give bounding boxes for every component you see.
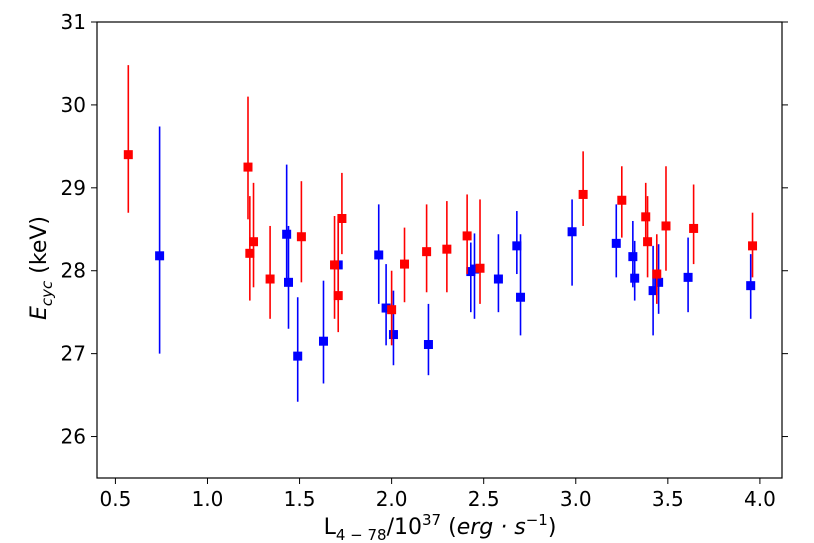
data-point [374,250,384,260]
data-series-0 [155,126,756,402]
data-point [475,263,485,273]
data-point [630,273,640,283]
x-label-close: ) [548,515,557,540]
data-point [330,260,340,270]
data-point [400,259,410,269]
data-point [388,330,398,340]
y-tick-label: 31 [61,10,86,34]
data-point [652,269,662,279]
data-point [155,251,165,261]
data-point [689,223,699,233]
data-point [661,221,671,231]
x-tick-label: 3.0 [560,487,592,511]
y-label-sub: cyc [38,280,56,306]
y-tick-label: 29 [61,176,86,200]
data-point [512,241,522,251]
x-label-exp: 37 [422,511,441,529]
data-point [293,351,303,361]
series-layer [123,65,758,402]
data-point [617,195,627,205]
data-point [648,286,658,296]
x-tick-label: 1.5 [284,487,316,511]
data-point [245,248,255,258]
data-point [381,303,391,313]
x-label-unit-exp: −1 [526,511,548,529]
data-point [333,291,343,301]
x-tick-label: 2.5 [468,487,500,511]
data-point [423,340,433,350]
x-label-scale: /10 [387,515,422,540]
data-series-1 [123,65,758,346]
x-axis-ticks: 0.5 1.0 1.5 2.0 2.5 3.0 3.5 4.0 [100,478,776,511]
data-point [265,274,275,284]
x-axis-label: L4 − 78/1037 (erg · s−1) [324,511,557,543]
data-point [318,336,328,346]
plot-frame [96,21,783,479]
x-tick-label: 4.0 [744,487,776,511]
data-point [628,252,638,262]
data-point [641,212,651,222]
data-point [422,247,432,257]
x-tick-label: 1.0 [192,487,224,511]
data-point [683,272,693,282]
data-point [282,229,292,239]
data-point [243,162,253,172]
data-point [746,281,756,291]
y-axis-label: Ecyc (keV) [27,216,56,320]
data-point [469,264,479,274]
data-point [493,274,503,284]
data-point [387,305,397,315]
data-point [123,150,133,160]
x-tick-label: 2.0 [376,487,408,511]
data-point [442,244,452,254]
x-label-open: ( [441,515,457,540]
y-axis-ticks: 26 27 28 29 30 31 [61,10,788,449]
y-tick-label: 26 [61,425,86,449]
data-point [748,241,758,251]
x-tick-label: 3.5 [652,487,684,511]
data-point [462,231,472,241]
x-tick-label: 0.5 [100,487,132,511]
y-tick-label: 30 [61,93,86,117]
x-label-sub: 4 − 78 [336,526,387,543]
y-tick-label: 27 [61,342,86,366]
y-tick-label: 28 [61,259,86,283]
data-point [567,227,577,237]
data-point [578,189,588,199]
data-point [654,277,664,287]
data-point [296,232,306,242]
y-label-main: E [27,306,52,320]
x-label-main: L [324,515,337,540]
y-label-unit: (keV) [27,216,52,281]
data-point [337,213,347,223]
data-point [611,238,621,248]
data-point [643,237,653,247]
data-point [516,292,526,302]
data-point [249,237,259,247]
data-point [284,277,294,287]
x-label-unit: erg · s [457,515,526,540]
